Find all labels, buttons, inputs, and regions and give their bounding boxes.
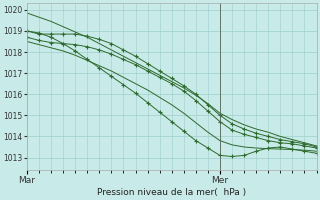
X-axis label: Pression niveau de la mer(  hPa ): Pression niveau de la mer( hPa ) — [97, 188, 246, 197]
